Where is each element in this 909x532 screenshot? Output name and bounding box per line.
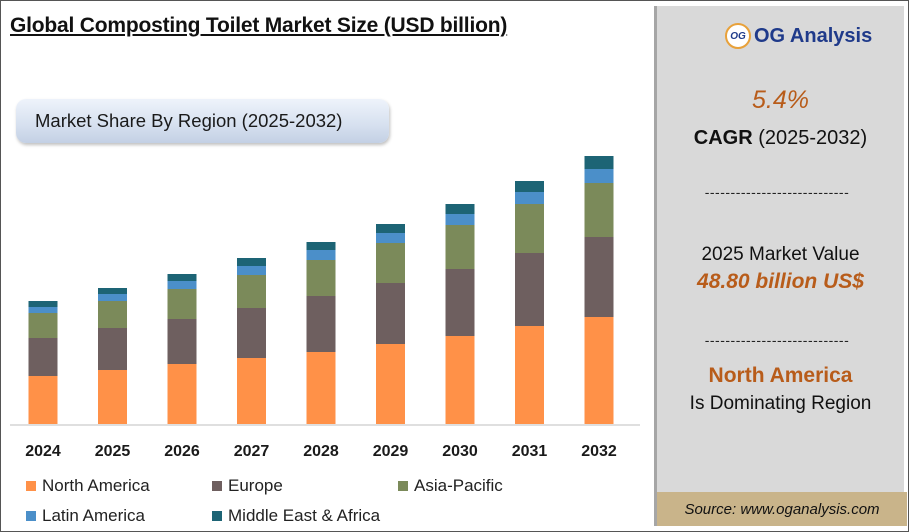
x-tick-label: 2032: [581, 443, 617, 460]
bar-segment-europe-2031: [515, 253, 544, 326]
bar-segment-asia-pacific-2030: [445, 225, 475, 269]
bar-segment-europe-2032: [584, 237, 614, 317]
bar-segment-latin-america-2027: [237, 266, 266, 275]
x-tick-label: 2030: [442, 443, 478, 460]
legend-item-latin-america: Latin America: [26, 506, 145, 526]
bar-segment-latin-america-2030: [445, 214, 475, 225]
cagr-label: CAGR (2025-2032): [657, 127, 904, 150]
bar-segment-north-america-2025: [98, 370, 127, 424]
dominating-label: Is Dominating Region: [689, 393, 872, 414]
bar-segment-middle-east-africa-2028: [306, 242, 336, 250]
bar-segment-north-america-2031: [515, 326, 544, 424]
bar-segment-middle-east-africa-2029: [376, 224, 405, 233]
bar-segment-asia-pacific-2029: [376, 243, 405, 283]
source-note: Source: www.oganalysis.com: [657, 492, 907, 526]
chart-subtitle: Market Share By Region (2025-2032): [16, 99, 389, 143]
x-tick-label: 2025: [95, 443, 131, 460]
bar-segment-north-america-2026: [167, 364, 197, 424]
bar-segment-europe-2030: [445, 269, 475, 336]
bar-segment-north-america-2032: [584, 317, 614, 424]
x-tick-label: 2031: [512, 443, 548, 460]
dominating-region: North America: [708, 364, 853, 387]
bar-segment-europe-2026: [167, 319, 197, 364]
bar-segment-asia-pacific-2028: [306, 260, 336, 296]
bar-segment-latin-america-2029: [376, 233, 405, 243]
bar-segment-middle-east-africa-2025: [98, 288, 127, 294]
bar-segment-north-america-2029: [376, 344, 405, 424]
bar-segment-europe-2028: [306, 296, 336, 352]
legend-item-europe: Europe: [212, 476, 283, 496]
bar-segment-asia-pacific-2032: [584, 183, 614, 237]
bar-segment-north-america-2028: [306, 352, 336, 424]
divider-1: ----------------------------: [704, 184, 850, 200]
divider-2: ----------------------------: [704, 332, 850, 348]
bar-segment-middle-east-africa-2027: [237, 258, 266, 266]
legend-swatch: [212, 481, 222, 491]
market-value-label: 2025 Market Value: [701, 244, 860, 265]
bar-segment-asia-pacific-2024: [28, 313, 58, 338]
legend-swatch: [26, 511, 36, 521]
legend-item-asia-pacific: Asia-Pacific: [398, 476, 503, 496]
bar-segment-north-america-2027: [237, 358, 266, 424]
legend-item-middle-east-africa: Middle East & Africa: [212, 506, 380, 526]
bar-segment-latin-america-2031: [515, 192, 544, 204]
legend-swatch: [26, 481, 36, 491]
cagr-label-bold: CAGR: [693, 127, 753, 149]
bar-segment-middle-east-africa-2031: [515, 181, 544, 192]
x-tick-label: 2027: [234, 443, 270, 460]
legend-label: Europe: [228, 476, 283, 495]
summary-panel: OG OG Analysis 5.4% CAGR (2025-2032) ---…: [654, 6, 907, 526]
legend-label: Middle East & Africa: [228, 506, 381, 525]
bar-segment-north-america-2024: [28, 376, 58, 424]
bar-segment-north-america-2030: [445, 336, 475, 424]
brand-mark-icon: OG: [725, 23, 751, 49]
bar-segment-europe-2025: [98, 328, 127, 370]
bar-segment-middle-east-africa-2026: [167, 274, 197, 281]
bar-segment-asia-pacific-2025: [98, 301, 127, 328]
x-tick-label: 2028: [303, 443, 339, 460]
bar-segment-latin-america-2026: [167, 281, 197, 289]
x-tick-label: 2029: [373, 443, 409, 460]
legend-swatch: [212, 511, 222, 521]
bar-segment-asia-pacific-2026: [167, 289, 197, 319]
brand-name: OG Analysis: [754, 24, 873, 47]
bar-segment-latin-america-2025: [98, 294, 127, 301]
bar-segment-europe-2024: [28, 338, 58, 376]
bar-segment-latin-america-2028: [306, 250, 336, 260]
bar-segment-middle-east-africa-2030: [445, 204, 475, 214]
legend-item-north-america: North America: [26, 476, 150, 496]
bar-segment-asia-pacific-2031: [515, 204, 544, 253]
cagr-value: 5.4%: [752, 86, 809, 114]
stacked-bar-chart: 2024 2025 2026 2027 2028 2029 2030 2031 2032: [10, 156, 640, 460]
brand-logo: OG OG Analysis: [725, 23, 872, 49]
bar-segment-latin-america-2032: [584, 169, 614, 183]
chart-title: Global Composting Toilet Market Size (US…: [10, 14, 508, 37]
bar-segment-europe-2027: [237, 308, 266, 358]
legend-label: Latin America: [42, 506, 145, 525]
market-value: 48.80 billion US$: [697, 270, 864, 293]
x-tick-label: 2024: [25, 443, 61, 460]
bar-segment-asia-pacific-2027: [237, 275, 266, 308]
bar-segment-middle-east-africa-2032: [584, 156, 614, 169]
bar-segment-middle-east-africa-2024: [28, 301, 58, 307]
legend-label: North America: [42, 476, 150, 495]
bar-segment-europe-2029: [376, 283, 405, 344]
x-tick-label: 2026: [164, 443, 200, 460]
legend-label: Asia-Pacific: [414, 476, 503, 495]
cagr-period: (2025-2032): [758, 127, 868, 149]
bar-segment-latin-america-2024: [28, 307, 58, 313]
legend-swatch: [398, 481, 408, 491]
